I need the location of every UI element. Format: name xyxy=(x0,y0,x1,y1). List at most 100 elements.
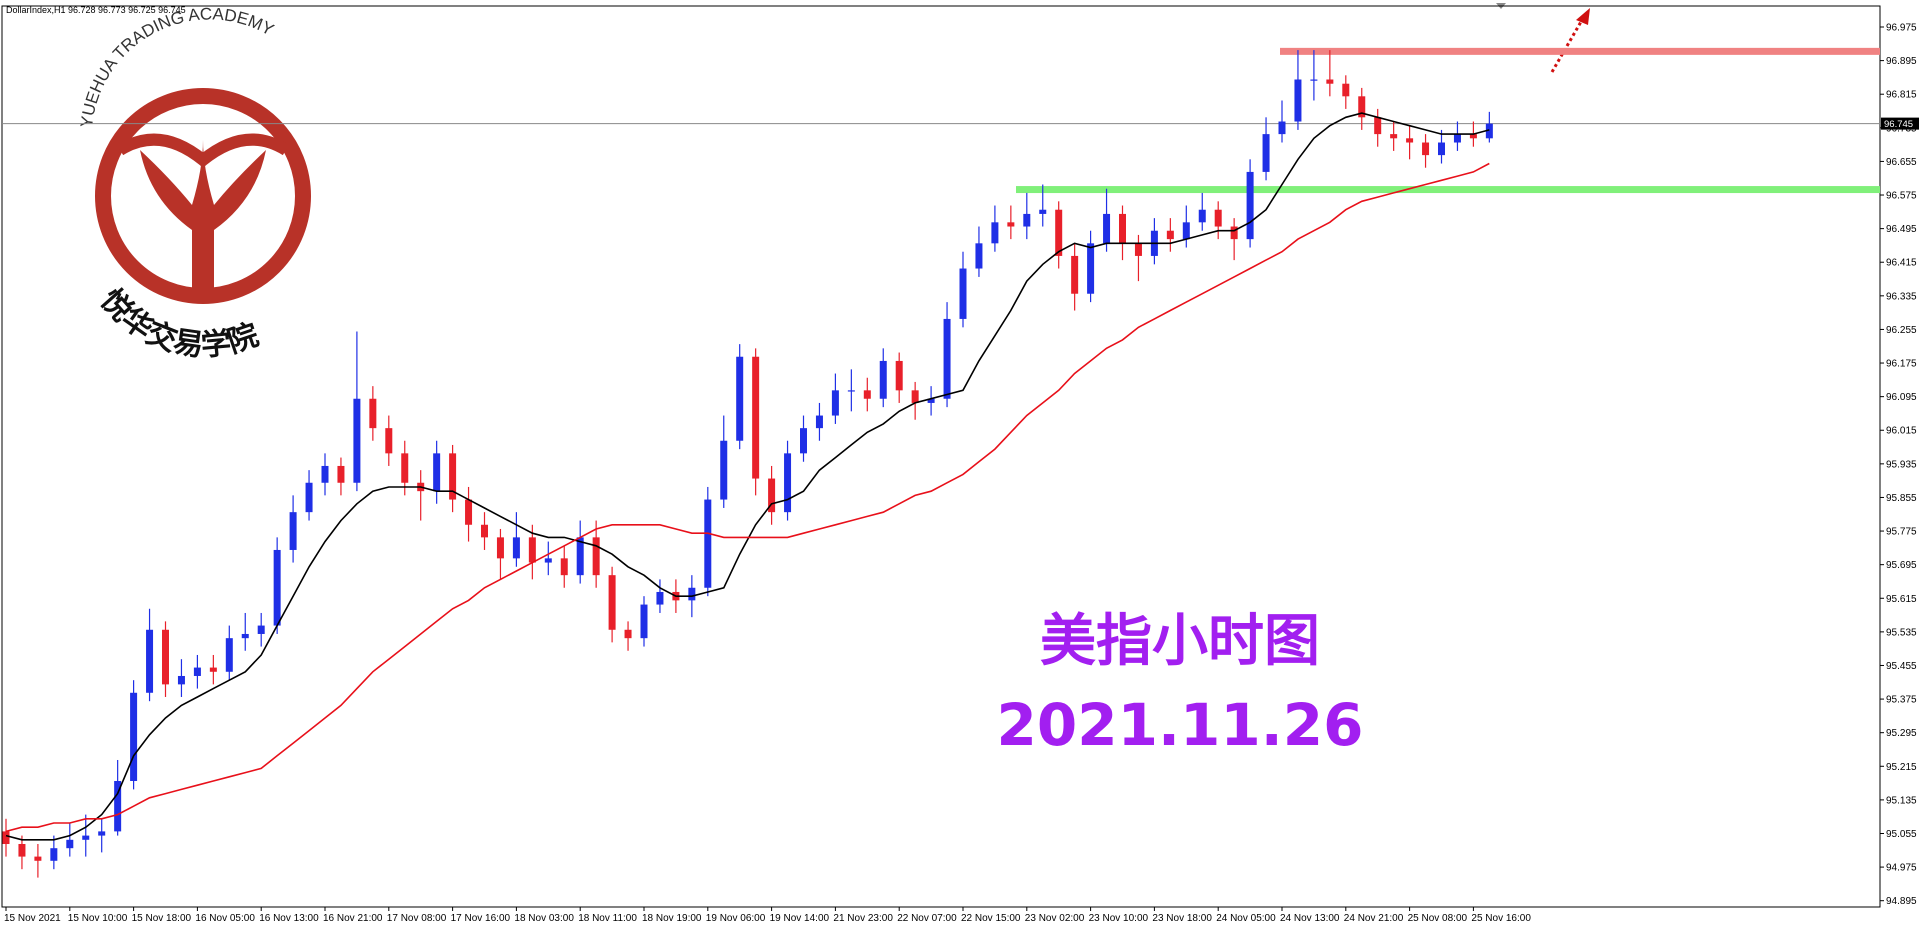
x-tick-label: 16 Nov 13:00 xyxy=(259,913,319,924)
x-tick-label: 16 Nov 05:00 xyxy=(195,913,255,924)
candle-body xyxy=(481,524,488,538)
candle-body xyxy=(800,428,807,454)
candle-body xyxy=(337,465,345,483)
candle-body xyxy=(879,360,887,399)
y-tick-label: 95.615 xyxy=(1886,594,1917,605)
candle-body xyxy=(321,465,329,483)
header: DollarIndex,H1 96.728 96.773 96.725 96.7… xyxy=(6,5,186,15)
candle-body xyxy=(433,453,441,492)
candle-body xyxy=(18,843,26,857)
candle-body xyxy=(66,839,74,849)
x-tick-label: 22 Nov 15:00 xyxy=(961,913,1021,924)
x-tick-label: 23 Nov 10:00 xyxy=(1089,913,1149,924)
candle-body xyxy=(927,398,935,403)
x-tick-label: 24 Nov 13:00 xyxy=(1280,913,1340,924)
candle-body xyxy=(1007,222,1015,227)
candle-body xyxy=(241,633,249,639)
candle-body xyxy=(1453,134,1461,143)
candle-body xyxy=(1023,213,1031,227)
y-tick-label: 96.335 xyxy=(1886,291,1917,302)
x-tick-label: 25 Nov 08:00 xyxy=(1408,913,1468,924)
candle-body xyxy=(1119,213,1126,244)
y-tick-label: 96.975 xyxy=(1886,23,1917,34)
candle-body xyxy=(369,398,377,429)
candle-body xyxy=(863,390,871,399)
candle-body xyxy=(959,268,967,319)
y-tick-label: 96.655 xyxy=(1886,157,1917,168)
x-tick-label: 18 Nov 19:00 xyxy=(642,913,702,924)
candle-body xyxy=(1310,79,1318,81)
candle-body xyxy=(975,243,983,269)
y-tick-label: 95.215 xyxy=(1886,762,1917,773)
candle-body xyxy=(736,356,744,441)
candle-body xyxy=(1422,142,1430,156)
price-box-label: 96.745 xyxy=(1884,119,1913,130)
candle-body xyxy=(385,428,393,454)
candle-body xyxy=(911,390,919,403)
candle-body xyxy=(1166,230,1174,240)
candle-body xyxy=(656,591,664,605)
candle-body xyxy=(1342,83,1350,97)
y-tick-label: 95.295 xyxy=(1886,728,1917,739)
candle-body xyxy=(560,558,568,576)
logo-mark xyxy=(140,140,266,290)
candle-body xyxy=(114,780,122,832)
candle-body xyxy=(1103,213,1111,244)
candle-body xyxy=(1230,226,1238,240)
candle-body xyxy=(50,848,58,861)
candle-body xyxy=(1278,121,1286,135)
candle-body xyxy=(98,831,106,836)
candle-body xyxy=(752,356,760,479)
candle-body xyxy=(720,440,728,500)
candle-body xyxy=(289,512,297,550)
candle-body xyxy=(815,415,823,429)
candle-body xyxy=(608,575,616,630)
candle-body xyxy=(943,318,951,399)
candle-body xyxy=(465,499,473,525)
y-tick-label: 96.815 xyxy=(1886,90,1917,101)
candle-body xyxy=(1198,209,1206,223)
candle-body xyxy=(193,667,201,676)
annotation-date: 2021.11.26 xyxy=(997,691,1364,759)
annotation-title: 美指小时图 xyxy=(1040,608,1320,674)
candle-body xyxy=(640,604,648,639)
candle-body xyxy=(704,499,712,588)
candle-body xyxy=(688,587,696,601)
candle-body xyxy=(162,629,169,685)
resistance-band xyxy=(1280,47,1880,55)
y-tick-label: 95.535 xyxy=(1886,627,1917,638)
candle-body xyxy=(2,831,10,844)
y-tick-label: 94.895 xyxy=(1886,896,1917,907)
x-tick-label: 25 Nov 16:00 xyxy=(1471,913,1531,924)
y-tick-label: 95.135 xyxy=(1886,795,1917,806)
x-tick-label: 15 Nov 18:00 xyxy=(132,913,192,924)
candle-body xyxy=(177,675,185,685)
x-tick-label: 18 Nov 11:00 xyxy=(578,913,637,924)
candle-body xyxy=(1214,209,1222,227)
moving-average xyxy=(5,112,1490,841)
x-tick-label: 18 Nov 03:00 xyxy=(514,913,574,924)
candle-body xyxy=(1262,134,1270,172)
candle-body xyxy=(449,453,457,500)
candle-body xyxy=(528,537,536,563)
y-tick-label: 96.415 xyxy=(1886,258,1917,269)
axis: 96.97596.89596.81596.73596.65596.57596.4… xyxy=(1,5,1917,924)
candle-body xyxy=(544,558,552,563)
y-tick-label: 95.855 xyxy=(1886,493,1917,504)
x-tick-label: 15 Nov 10:00 xyxy=(68,913,128,924)
candle-body xyxy=(1485,123,1493,139)
y-tick-label: 95.935 xyxy=(1886,459,1917,470)
y-tick-label: 96.095 xyxy=(1886,392,1917,403)
candle-body xyxy=(991,222,999,244)
y-tick-label: 96.175 xyxy=(1886,359,1917,370)
candle-body xyxy=(1374,117,1382,135)
x-tick-label: 21 Nov 23:00 xyxy=(833,913,893,924)
candle-body xyxy=(1246,171,1254,240)
candle-body xyxy=(146,629,154,693)
candle-body xyxy=(130,692,138,781)
candle-body xyxy=(1358,96,1366,118)
candle-body xyxy=(1294,79,1302,122)
y-tick-label: 95.055 xyxy=(1886,829,1917,840)
support-band xyxy=(1016,186,1880,194)
